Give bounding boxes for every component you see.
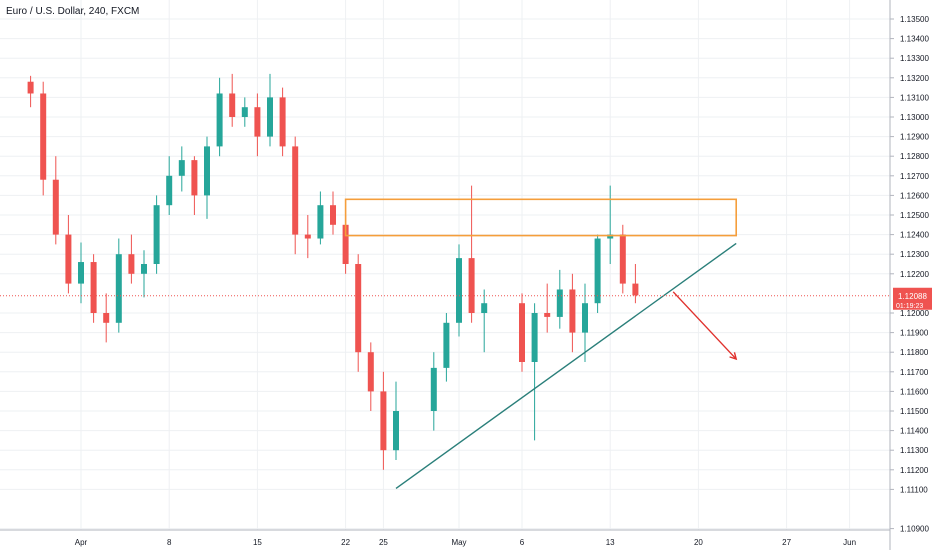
y-tick-label: 1.12500 xyxy=(900,211,929,220)
candle-body xyxy=(40,93,47,180)
candle-body xyxy=(153,205,160,264)
y-tick-label: 1.12900 xyxy=(900,133,929,142)
y-tick-label: 1.13000 xyxy=(900,113,929,122)
y-tick-label: 1.12400 xyxy=(900,231,929,240)
candle-body xyxy=(103,313,110,323)
candle-body xyxy=(90,262,97,313)
y-tick-label: 1.13300 xyxy=(900,54,929,63)
candle-body xyxy=(292,146,299,235)
y-tick-label: 1.11800 xyxy=(900,348,929,357)
x-tick-label: Jun xyxy=(843,538,856,547)
candle-body xyxy=(355,264,362,353)
y-tick-label: 1.10900 xyxy=(900,525,929,534)
candle-body xyxy=(241,107,248,117)
resistance-zone-box xyxy=(344,198,738,237)
candle-body xyxy=(267,97,273,137)
grid-lines xyxy=(0,0,890,530)
y-tick-label: 1.12700 xyxy=(900,172,929,181)
candle-body xyxy=(65,234,72,284)
candle-body xyxy=(582,303,588,333)
y-tick-label: 1.12000 xyxy=(900,309,929,318)
x-tick-label: 6 xyxy=(520,538,525,547)
candle-body xyxy=(166,175,173,206)
y-tick-label: 1.11200 xyxy=(900,466,929,475)
x-tick-label: 27 xyxy=(782,538,791,547)
y-tick-label: 1.12600 xyxy=(900,191,929,200)
candle-body xyxy=(380,391,387,451)
candle-body xyxy=(115,254,122,323)
price-tag xyxy=(893,287,932,310)
candles xyxy=(27,73,639,470)
candle-body xyxy=(430,367,437,411)
y-tick-label: 1.13500 xyxy=(900,15,929,24)
candle-body xyxy=(254,107,261,137)
candle-body xyxy=(632,283,639,296)
y-tick-label: 1.12300 xyxy=(900,250,929,259)
candle-body xyxy=(78,262,84,284)
x-tick-label: 20 xyxy=(694,538,703,547)
arrow-down-icon xyxy=(729,352,738,361)
x-tick-label: 15 xyxy=(253,538,262,547)
y-tick-label: 1.12200 xyxy=(900,270,929,279)
candle-body xyxy=(128,254,135,274)
price-tag-countdown: 01:19:23 xyxy=(896,303,923,310)
y-tick-label: 1.11900 xyxy=(900,329,929,338)
candle-body xyxy=(569,289,576,333)
y-tick-label: 1.11500 xyxy=(900,407,929,416)
candle-body xyxy=(607,234,614,239)
y-tick-label: 1.11300 xyxy=(900,446,929,455)
y-tick-label: 1.13100 xyxy=(900,93,929,102)
candle-body xyxy=(27,81,34,94)
candle-body xyxy=(456,258,462,323)
x-tick-label: May xyxy=(451,538,466,547)
x-tick-label: 25 xyxy=(379,538,388,547)
candle-body xyxy=(519,303,525,362)
candle-body xyxy=(204,146,210,196)
x-tick-label: 22 xyxy=(341,538,350,547)
candle-body xyxy=(178,160,185,176)
candle-body xyxy=(619,234,626,284)
x-tick-label: 8 xyxy=(167,538,172,547)
y-tick-label: 1.13400 xyxy=(900,35,929,44)
y-tick-label: 1.11100 xyxy=(900,485,928,494)
candle-body xyxy=(304,234,311,239)
candle-body xyxy=(52,179,59,235)
candle-body xyxy=(279,97,286,147)
candle-body xyxy=(141,264,147,274)
y-tick-label: 1.13200 xyxy=(900,74,929,83)
candle-body xyxy=(342,224,349,264)
candle-body xyxy=(191,160,198,196)
candle-body xyxy=(531,313,538,362)
candle-body xyxy=(229,93,236,117)
rising-trendline xyxy=(395,242,737,489)
candle-body xyxy=(556,289,563,317)
arrow-down-line xyxy=(672,291,737,360)
x-tick-label: 13 xyxy=(606,538,615,547)
candle-body xyxy=(330,205,336,225)
candle-body xyxy=(367,352,374,392)
candle-body xyxy=(481,303,488,313)
x-tick-label: Apr xyxy=(75,538,88,547)
price-tag-value: 1.12088 xyxy=(898,292,927,301)
y-tick-label: 1.12800 xyxy=(900,152,929,161)
drawings[interactable] xyxy=(344,198,738,489)
y-tick-label: 1.11600 xyxy=(900,387,929,396)
symbol-title: Euro / U.S. Dollar, 240, FXCM xyxy=(6,6,140,17)
candle-body xyxy=(594,238,601,304)
candle-body xyxy=(443,322,450,368)
candle-body xyxy=(544,313,551,317)
y-tick-label: 1.11700 xyxy=(900,368,929,377)
candle-body xyxy=(468,258,475,313)
candle-body xyxy=(393,411,399,451)
candle-body xyxy=(216,93,223,147)
y-tick-label: 1.11400 xyxy=(900,427,929,436)
candle-body xyxy=(317,205,324,239)
